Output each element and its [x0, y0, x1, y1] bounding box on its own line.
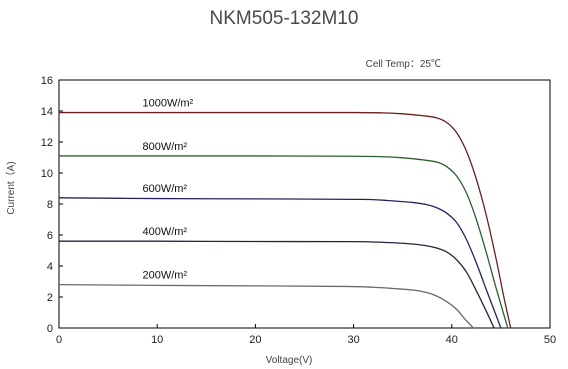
x-tick-label: 20	[249, 334, 261, 346]
x-axis: 0 10 20 30 40 50	[56, 324, 556, 346]
y-axis-label: Current（A)	[5, 161, 17, 214]
chart-title: NKM505-132M10	[209, 8, 359, 29]
x-tick-label: 50	[544, 334, 556, 346]
y-tick-label: 10	[41, 168, 53, 180]
series-line	[58, 283, 474, 329]
y-tick-label: 16	[41, 75, 53, 87]
y-axis: 0 2 4 6 8 10 12 14 16	[41, 75, 63, 335]
y-tick-label: 0	[47, 323, 53, 335]
series-label: 600W/m²	[142, 183, 187, 195]
y-tick-label: 6	[47, 230, 53, 242]
y-tick-label: 2	[47, 292, 53, 304]
series-label: 200W/m²	[142, 270, 187, 282]
series-layer: 1000W/m² 800W/m² 600W/m² 400W/m² 200W/m²	[58, 98, 512, 329]
x-axis-label: Voltage(V)	[266, 355, 313, 366]
cell-temp-annotation: Cell Temp：25℃	[366, 59, 441, 70]
series-label: 400W/m²	[142, 226, 187, 238]
series-line	[59, 155, 509, 329]
x-tick-label: 0	[56, 334, 62, 346]
y-tick-label: 12	[41, 137, 53, 149]
y-tick-label: 4	[47, 261, 53, 273]
y-tick-label: 14	[41, 106, 53, 118]
x-tick-label: 40	[446, 334, 458, 346]
series-line	[59, 111, 512, 329]
x-tick-label: 30	[347, 334, 359, 346]
series-line	[58, 240, 495, 329]
series-label: 1000W/m²	[142, 98, 193, 110]
series-line	[58, 197, 502, 329]
series-label: 800W/m²	[142, 141, 187, 153]
y-tick-label: 8	[47, 199, 53, 211]
x-tick-label: 10	[151, 334, 163, 346]
